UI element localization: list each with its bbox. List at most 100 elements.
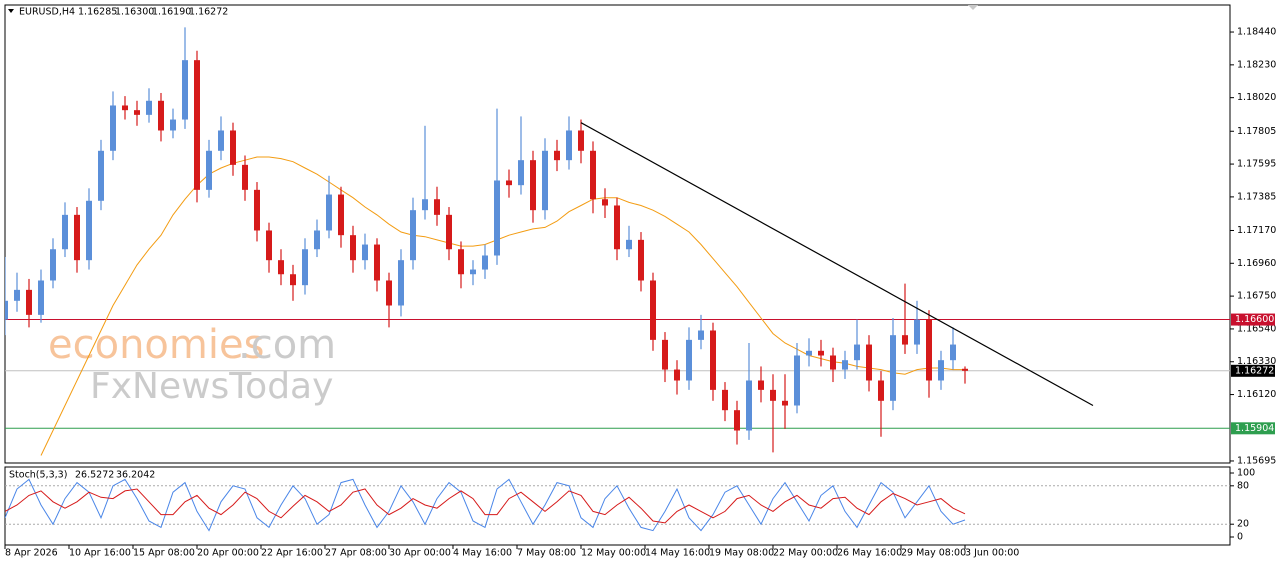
candle-body: [86, 200, 92, 261]
candle-body: [638, 239, 644, 281]
candle-body: [14, 289, 20, 301]
y-tick-label: 1.17595: [1237, 159, 1276, 170]
candle-body: [878, 380, 884, 401]
x-tick-label: 19 May 08:00: [709, 548, 774, 559]
y-tick-label: 1.18440: [1237, 27, 1276, 38]
candle-body: [290, 274, 296, 286]
candle-body: [302, 249, 308, 286]
ohlc-high: 1.16300: [115, 7, 154, 18]
candle-body: [38, 280, 44, 315]
x-tick-label: 4 May 16:00: [453, 548, 512, 559]
y-tick-label: 1.15695: [1237, 455, 1276, 466]
stoch-line: [5, 478, 966, 532]
candle-body: [458, 249, 464, 275]
candle-body: [170, 119, 176, 131]
candle-body: [338, 194, 344, 236]
chart-title: EURUSD,H4: [19, 7, 75, 18]
stoch-frame: [4, 466, 1231, 546]
candle-body: [542, 150, 548, 211]
candle-body: [662, 339, 668, 370]
stoch-signal-value: 36.2042: [116, 470, 155, 481]
watermark-suffix: .com: [238, 322, 336, 368]
candle-body: [734, 410, 740, 431]
candle-body: [494, 180, 500, 256]
stoch-line: [5, 488, 966, 524]
level-label-box: [1231, 422, 1275, 435]
candle-body: [866, 344, 872, 381]
candle-body: [578, 130, 584, 151]
candle-body: [614, 205, 620, 250]
candle-body: [350, 235, 356, 261]
level-label: 1.15904: [1235, 423, 1274, 434]
y-tick-label: 0: [1237, 532, 1243, 543]
candle-body: [194, 60, 200, 190]
price-frame: [4, 4, 1231, 464]
y-tick-label: 1.18230: [1237, 59, 1276, 70]
ohlc-low: 1.16190: [152, 7, 191, 18]
candle-body: [590, 150, 596, 200]
candle-body: [62, 214, 68, 250]
candle-body: [890, 335, 896, 401]
candle-body: [530, 160, 536, 211]
candle-body: [5, 300, 8, 320]
candle-body: [254, 189, 260, 231]
candle-body: [218, 130, 224, 151]
candle-body: [782, 400, 788, 406]
candle-body: [242, 164, 248, 190]
level-label: 1.16600: [1235, 314, 1274, 325]
candle-body: [122, 105, 128, 111]
candle-body: [830, 355, 836, 370]
x-tick-label: 30 Apr 00:00: [389, 548, 451, 559]
candle-body: [842, 360, 848, 370]
candle-body: [854, 344, 860, 361]
stoch-plot: [5, 478, 1230, 532]
candle-body: [422, 199, 428, 211]
candle-body: [434, 199, 440, 215]
x-tick-label: 22 May 00:00: [773, 548, 838, 559]
x-tick-label: 10 Apr 16:00: [69, 548, 131, 559]
candle-body: [266, 230, 272, 261]
candle-body: [374, 244, 380, 281]
candle-body: [470, 269, 476, 275]
candle-body: [98, 150, 104, 201]
y-tick-label: 1.17805: [1237, 126, 1276, 137]
level-label: 1.16272: [1235, 365, 1274, 376]
candle-body: [602, 199, 608, 206]
y-tick-label: 1.17385: [1237, 191, 1276, 202]
x-tick-label: 26 May 16:00: [837, 548, 902, 559]
candle-body: [326, 194, 332, 231]
x-tick-label: 20 Apr 00:00: [197, 548, 259, 559]
watermark: economies .com FxNewsToday: [48, 322, 336, 407]
x-tick-label: 7 May 08:00: [517, 548, 576, 559]
x-tick-label: 14 May 16:00: [645, 548, 710, 559]
candle-body: [818, 350, 824, 356]
y-tick-label: 100: [1237, 468, 1255, 479]
candle-body: [134, 110, 140, 115]
price-plot: [5, 27, 1230, 456]
x-tick-label: 15 Apr 08:00: [133, 548, 195, 559]
candle-body: [554, 150, 560, 161]
candle-body: [698, 330, 704, 340]
candle-body: [398, 260, 404, 306]
watermark-brand: economies: [48, 322, 264, 368]
candle-body: [926, 319, 932, 381]
x-tick-label: 12 May 00:00: [581, 548, 646, 559]
watermark-second: FxNewsToday: [90, 366, 333, 407]
candle-body: [650, 280, 656, 340]
y-tick-label: 1.16330: [1237, 356, 1276, 367]
candle-body: [962, 368, 968, 371]
y-tick-label: 1.16750: [1237, 291, 1276, 302]
candle-body: [158, 100, 164, 131]
x-tick-label: 29 May 08:00: [901, 548, 966, 559]
ohlc-open: 1.16285: [78, 7, 117, 18]
candle-body: [74, 214, 80, 261]
candle-body: [914, 319, 920, 345]
menu-arrow[interactable]: [8, 9, 14, 13]
candle-body: [206, 150, 212, 190]
candle-body: [950, 344, 956, 361]
candle-body: [806, 350, 812, 356]
x-tick-label: 8 Apr 2026: [5, 548, 58, 559]
candle-body: [26, 289, 32, 315]
